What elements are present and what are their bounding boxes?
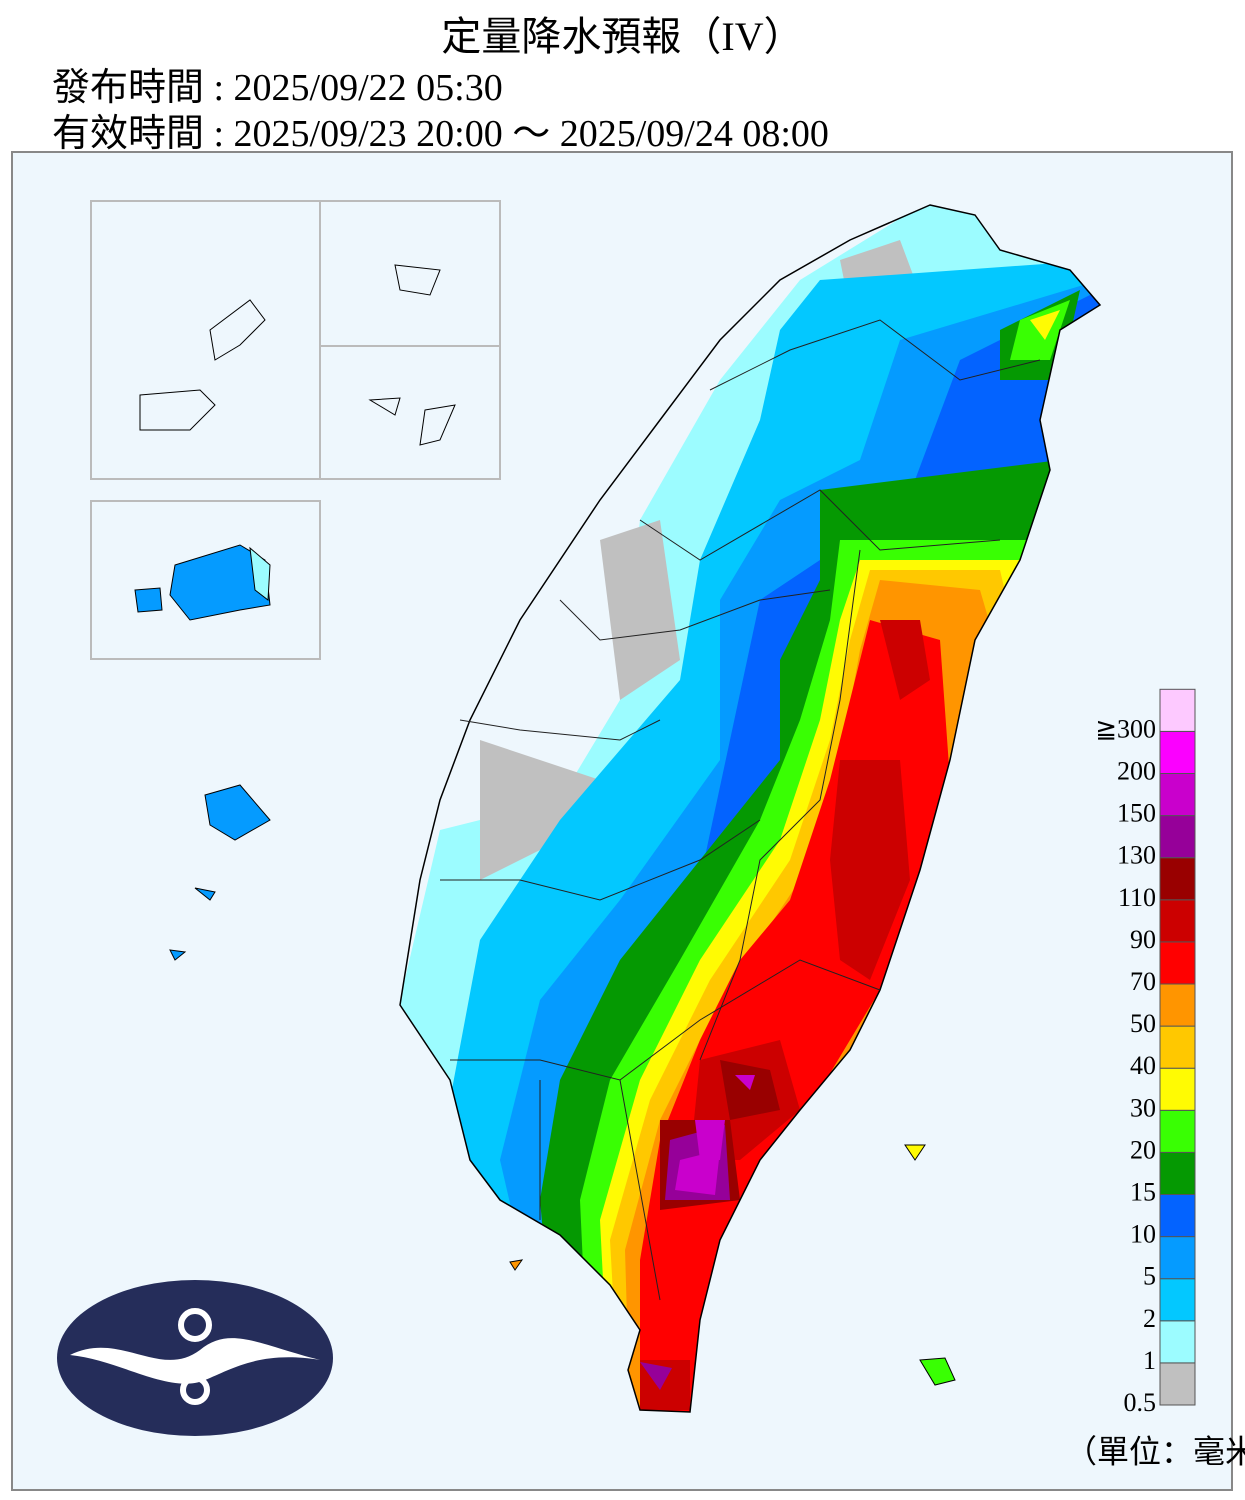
legend-swatch [1159, 1278, 1196, 1322]
legend-swatch [1159, 1320, 1196, 1364]
legend-label: ≧300 [1095, 714, 1156, 743]
legend-swatch [1159, 688, 1196, 732]
legend-label: 10 [1130, 1220, 1156, 1249]
legend-swatch [1159, 857, 1196, 901]
legend-swatch [1159, 1194, 1196, 1238]
legend-label: 200 [1117, 756, 1156, 785]
legend-swatch [1159, 1236, 1196, 1280]
county-borders [440, 319, 1041, 1301]
legend-label: 130 [1117, 841, 1156, 870]
legend-swatch [1159, 1109, 1196, 1153]
map-title: 定量降水預報（IV） [441, 14, 804, 59]
legend-swatch [1159, 1067, 1196, 1111]
legend-label: 0.5 [1124, 1388, 1157, 1417]
legend-label: 5 [1143, 1262, 1156, 1291]
legend-swatch [1159, 1362, 1196, 1406]
rain-field [400, 205, 1100, 1412]
legend-label: 90 [1130, 925, 1156, 954]
logo [57, 1280, 333, 1436]
legend-swatch [1159, 730, 1196, 775]
legend-swatch [1159, 815, 1196, 859]
legend-label: 110 [1118, 883, 1156, 912]
legend-label: 20 [1130, 1135, 1156, 1164]
legend-label: 15 [1130, 1177, 1156, 1206]
legend-swatch [1159, 899, 1196, 943]
legend-label: 1 [1143, 1346, 1156, 1375]
issued-time: 發布時間 : 2025/09/22 05:30 [52, 67, 503, 109]
legend-swatch [1159, 1151, 1196, 1196]
legend-swatch [1159, 941, 1196, 985]
inset-frames [90, 200, 501, 660]
valid-time: 有效時間 : 2025/09/23 20:00 ～ 2025/09/24 08:… [52, 113, 829, 155]
legend-label: 30 [1130, 1093, 1156, 1122]
coastline [399, 204, 1102, 1413]
legend-label: 40 [1130, 1051, 1156, 1080]
legend-label: 2 [1143, 1304, 1156, 1333]
legend: 0.5 1 2 5 10 15 20 30 40 50 70 90 110 130 150 200 ≧300 [1095, 688, 1196, 1417]
legend-label: 50 [1130, 1009, 1156, 1038]
legend-unit: （單位：毫米） [1065, 1433, 1245, 1469]
legend-swatch [1159, 773, 1196, 817]
legend-swatch [1159, 983, 1196, 1027]
legend-label: 150 [1117, 799, 1156, 828]
legend-label: 70 [1130, 967, 1156, 996]
islands [134, 264, 956, 1386]
legend-swatch [1159, 1025, 1196, 1069]
